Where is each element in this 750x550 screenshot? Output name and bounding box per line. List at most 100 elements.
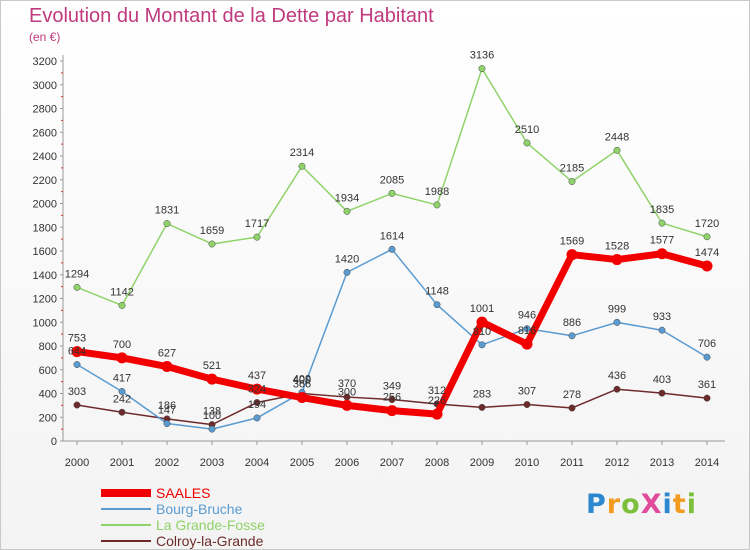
point-bourg-bruche <box>253 414 261 422</box>
data-label-colroy-la-grande: 138 <box>203 406 221 418</box>
data-label-la-grande-fosse: 2510 <box>515 124 539 136</box>
point-colroy-la-grande <box>73 401 81 409</box>
x-tick-label: 2007 <box>380 457 404 469</box>
y-tick-label: 2800 <box>33 104 57 116</box>
proxiti-logo: ProXiti <box>586 489 697 520</box>
point-saales <box>116 352 128 364</box>
logo-letter: r <box>606 489 622 520</box>
data-label-la-grande-fosse: 1835 <box>650 204 674 216</box>
point-saales <box>341 399 353 411</box>
point-colroy-la-grande <box>478 403 486 411</box>
point-bourg-bruche <box>73 361 81 368</box>
point-la-grande-fosse <box>163 220 171 228</box>
x-tick-label: 2010 <box>515 457 539 469</box>
legend-label: Colroy-la-Grande <box>156 533 264 549</box>
data-label-colroy-la-grande: 361 <box>698 379 716 391</box>
x-tick-label: 2000 <box>65 457 89 469</box>
point-saales <box>656 248 668 260</box>
point-la-grande-fosse <box>73 283 81 291</box>
logo-letter: o <box>621 489 641 520</box>
legend-label: SAALES <box>156 485 211 501</box>
data-label-bourg-bruche: 1614 <box>380 230 404 242</box>
data-label-saales: 700 <box>113 339 131 351</box>
data-label-la-grande-fosse: 1659 <box>200 225 224 237</box>
data-label-bourg-bruche: 886 <box>563 317 581 329</box>
data-label-bourg-bruche: 409 <box>293 373 311 385</box>
point-la-grande-fosse <box>523 139 531 147</box>
point-bourg-bruche <box>118 388 126 395</box>
legend-item-bourg-bruche: Bourg-Bruche <box>101 501 301 517</box>
point-la-grande-fosse <box>118 301 126 309</box>
point-bourg-bruche <box>523 325 531 333</box>
data-label-colroy-la-grande: 370 <box>338 378 356 390</box>
data-label-saales: 366 <box>293 379 311 391</box>
point-colroy-la-grande <box>388 396 396 404</box>
y-tick-label: 3200 <box>33 56 57 68</box>
point-bourg-bruche <box>478 341 486 349</box>
data-label-saales: 226 <box>428 395 446 407</box>
point-la-grande-fosse <box>568 178 576 185</box>
point-saales <box>521 338 533 350</box>
data-label-colroy-la-grande: 403 <box>653 374 671 386</box>
data-label-bourg-bruche: 706 <box>698 338 716 350</box>
y-tick-label: 2000 <box>33 199 57 211</box>
point-saales <box>431 408 443 420</box>
data-label-colroy-la-grande: 242 <box>113 393 131 405</box>
point-colroy-la-grande <box>658 389 666 397</box>
data-label-la-grande-fosse: 1717 <box>245 218 269 230</box>
y-tick-label: 2200 <box>33 175 57 187</box>
point-saales <box>251 383 263 395</box>
point-la-grande-fosse <box>343 207 351 215</box>
data-label-colroy-la-grande: 400 <box>293 375 311 387</box>
x-tick-label: 2001 <box>110 457 134 469</box>
point-colroy-la-grande <box>613 385 621 393</box>
point-saales <box>476 316 488 328</box>
logo-letter: i <box>686 489 697 520</box>
point-saales <box>386 405 398 417</box>
point-la-grande-fosse <box>658 219 666 227</box>
point-saales <box>296 392 308 404</box>
legend-item-la-grande-fosse: La Grande-Fosse <box>101 517 301 533</box>
x-tick-label: 2004 <box>245 457 269 469</box>
point-bourg-bruche <box>613 318 621 326</box>
point-saales <box>71 346 83 358</box>
legend-label: La Grande-Fosse <box>156 517 265 533</box>
point-bourg-bruche <box>343 268 351 276</box>
legend-swatch <box>101 524 151 526</box>
x-tick-label: 2009 <box>470 457 494 469</box>
data-label-colroy-la-grande: 324 <box>248 384 266 396</box>
data-label-bourg-bruche: 1148 <box>425 286 449 298</box>
y-tick-label: 3000 <box>33 80 57 92</box>
data-label-colroy-la-grande: 307 <box>518 386 536 398</box>
y-tick-label: 1800 <box>33 222 57 234</box>
data-label-la-grande-fosse: 1934 <box>335 192 359 204</box>
y-tick-label: 800 <box>39 341 57 353</box>
data-label-bourg-bruche: 100 <box>203 410 221 422</box>
x-tick-label: 2008 <box>425 457 449 469</box>
data-label-colroy-la-grande: 312 <box>428 385 446 397</box>
legend-swatch <box>101 540 151 542</box>
point-bourg-bruche <box>208 425 216 433</box>
legend-item-saales: SAALES <box>101 485 301 501</box>
point-bourg-bruche <box>703 353 711 361</box>
data-label-saales: 1474 <box>695 247 719 259</box>
data-label-saales: 437 <box>248 370 266 382</box>
x-tick-label: 2002 <box>155 457 179 469</box>
data-label-bourg-bruche: 810 <box>473 326 491 338</box>
logo-letter: i <box>662 489 673 520</box>
y-tick-label: 0 <box>51 436 57 448</box>
data-label-la-grande-fosse: 1988 <box>425 186 449 198</box>
data-label-saales: 1001 <box>470 303 494 315</box>
data-label-colroy-la-grande: 278 <box>563 389 581 401</box>
point-colroy-la-grande <box>118 408 126 416</box>
logo-letter: P <box>586 489 607 520</box>
data-label-saales: 1577 <box>650 235 674 247</box>
point-la-grande-fosse <box>298 162 306 170</box>
data-label-bourg-bruche: 194 <box>248 399 266 411</box>
data-label-saales: 1528 <box>605 241 629 253</box>
data-label-colroy-la-grande: 303 <box>68 386 86 398</box>
logo-letter: t <box>672 489 687 520</box>
x-tick-label: 2011 <box>560 457 584 469</box>
data-label-la-grande-fosse: 1831 <box>155 205 179 217</box>
